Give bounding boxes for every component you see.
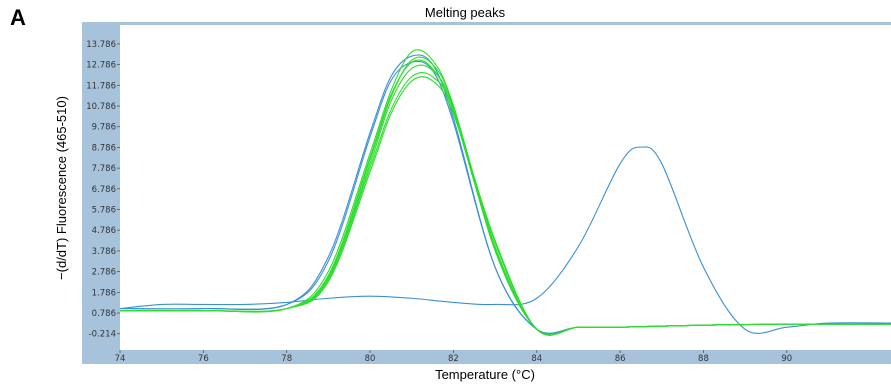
- y-axis-band: [82, 24, 120, 364]
- x-tick-label: 80: [365, 354, 376, 364]
- y-tick-label: 2.786: [92, 268, 116, 278]
- y-tick-label: 10.786: [86, 102, 116, 112]
- y-tick-label: 3.786: [92, 247, 116, 257]
- y-tick-label: 0.786: [92, 309, 116, 319]
- series-lines: [119, 49, 891, 336]
- y-tick-label: 4.786: [92, 226, 116, 236]
- y-tick-label: 6.786: [92, 185, 116, 195]
- x-axis-ticks: 74 76 78 80 82 84 86 88 90: [115, 350, 792, 364]
- panel-label: A: [10, 5, 26, 30]
- x-tick-label: 90: [781, 354, 792, 364]
- y-tick-label: 12.786: [86, 61, 116, 71]
- y-tick-label: -0.214: [89, 330, 116, 340]
- x-tick-label: 88: [698, 354, 709, 364]
- y-tick-label: 13.786: [86, 40, 116, 50]
- x-tick-label: 76: [198, 354, 209, 364]
- series-line: [119, 59, 891, 336]
- x-tick-label: 74: [115, 354, 126, 364]
- y-tick-label: 7.786: [92, 164, 116, 174]
- x-tick-label: 78: [281, 354, 292, 364]
- x-axis-label: Temperature (°C): [435, 367, 535, 382]
- y-tick-label: 8.786: [92, 143, 116, 153]
- series-line: [119, 146, 891, 334]
- x-axis-band: [82, 350, 891, 364]
- y-tick-label: 9.786: [92, 123, 116, 133]
- plot-area: [120, 25, 891, 350]
- top-frame-band: [82, 22, 891, 25]
- chart-title: Melting peaks: [425, 5, 506, 20]
- y-axis-label: −(d/dT) Fluorescence (465-510): [54, 96, 69, 280]
- x-tick-label: 82: [448, 354, 459, 364]
- y-tick-label: 11.786: [86, 81, 116, 91]
- x-tick-label: 84: [531, 354, 542, 364]
- y-tick-label: 1.786: [92, 288, 116, 298]
- x-tick-label: 86: [615, 354, 626, 364]
- y-tick-label: 5.786: [92, 206, 116, 216]
- y-axis-ticks: -0.214 0.786 1.786 2.786 3.786 4.786 5.786 6.78…: [86, 40, 120, 340]
